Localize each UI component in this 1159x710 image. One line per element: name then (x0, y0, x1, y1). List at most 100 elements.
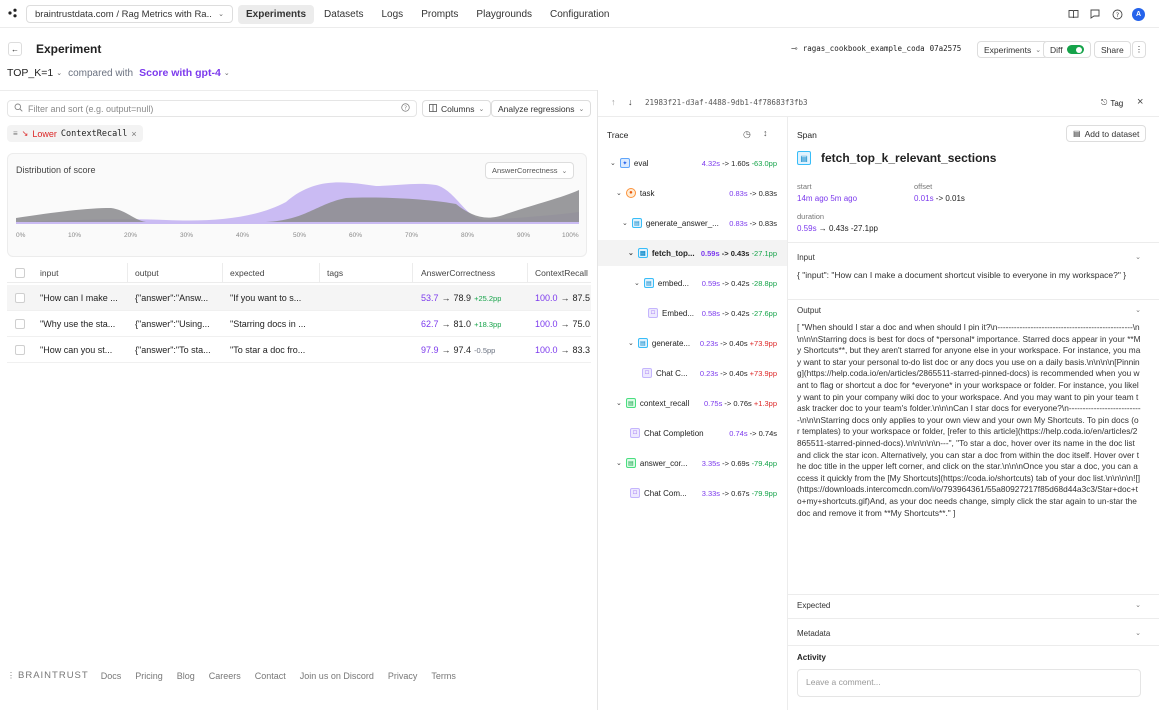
metric-select[interactable]: AnswerCorrectness ⌄ (485, 162, 575, 179)
tick-label: 50% (293, 232, 307, 239)
comment-input[interactable]: Leave a comment... (797, 669, 1141, 697)
trace-node-task[interactable]: ⌄ ● task (616, 188, 655, 198)
filter-input[interactable]: Filter and sort (e.g. output=null) ? (7, 100, 417, 117)
diff-toggle[interactable]: Diff (1043, 41, 1091, 58)
trace-node-chat-completion[interactable]: □ Chat Completion (598, 420, 787, 446)
expand-collapse-icon[interactable]: ↕ (763, 128, 768, 138)
table-row[interactable]: "Why use the sta... {"answer":"Using... … (7, 311, 591, 337)
help-icon[interactable]: ? (401, 103, 410, 114)
braintrust-brand[interactable]: ⋮ BRAINTRUST (7, 670, 89, 681)
footer-link-terms[interactable]: Terms (431, 670, 456, 681)
base-experiment[interactable]: ⊸ ragas_cookbook_example_coda 07a2575 (791, 44, 962, 53)
experiments-dropdown[interactable]: Experiments ⌄ (977, 41, 1049, 58)
footer-link-contact[interactable]: Contact (254, 670, 286, 681)
tab-datasets[interactable]: Datasets (324, 9, 364, 20)
trace-node-duration: 3.33s -> 0.67s -79.9pp (701, 489, 777, 498)
chevron-down-icon: ⌄ (56, 70, 63, 77)
row-checkbox[interactable] (15, 345, 25, 355)
trace-node-generate[interactable]: ⌄ ▤ generate... (628, 338, 691, 348)
cell-context-recall: 100.0 → 83.3 (535, 345, 591, 355)
tag-button[interactable]: ⎋ Tag (1101, 98, 1124, 108)
active-filter-tag[interactable]: ≡ ↘ Lower ContextRecall × (7, 125, 143, 142)
table-row[interactable]: "How can you st... {"answer":"To sta... … (7, 337, 591, 363)
column-header-context-recall[interactable]: ContextRecall (535, 268, 588, 278)
base-distribution-area (16, 190, 579, 222)
experiment-selector[interactable]: TOP_K=1 ⌄ (7, 67, 63, 79)
chevron-down-icon: ⌄ (1135, 307, 1141, 314)
cell-answer-correctness: 53.7 → 78.9 +25.2pp (421, 293, 502, 303)
cell-expected: "If you want to s... (230, 293, 302, 303)
chevron-down-icon: ⌄ (218, 11, 224, 18)
footer-link-blog[interactable]: Blog (176, 670, 195, 681)
footer-link-privacy[interactable]: Privacy (387, 670, 418, 681)
back-button[interactable]: ← (8, 42, 22, 56)
metadata-section-header[interactable]: Metadata ⌄ (797, 629, 1141, 638)
chevron-down-icon: ⌄ (1135, 254, 1141, 261)
close-icon[interactable]: × (1137, 96, 1144, 108)
tab-logs[interactable]: Logs (381, 9, 404, 20)
function-icon: ▤ (637, 338, 648, 348)
column-header-input[interactable]: input (40, 268, 59, 278)
duration-value: 0.59s → 0.43s -27.1pp (797, 224, 878, 233)
dataset-icon: ▤ (1073, 129, 1081, 138)
toggle-switch-icon (1066, 45, 1084, 54)
trace-node-duration: 0.75s -> 0.76s +1.3pp (703, 399, 777, 408)
clock-icon[interactable]: ◷ (743, 129, 751, 139)
row-checkbox[interactable] (15, 319, 25, 329)
project-breadcrumb[interactable]: braintrustdata.com / Rag Metrics with Ra… (26, 5, 233, 23)
tick-label: 40% (236, 232, 250, 239)
tick-label: 30% (180, 232, 194, 239)
tab-playgrounds[interactable]: Playgrounds (476, 9, 533, 20)
trace-id: 21983f21-d3af-4488-9db1-4f78683f3fb3 (645, 98, 808, 107)
column-header-output[interactable]: output (135, 268, 159, 278)
tick-label: 0% (16, 232, 26, 239)
arrow-up-icon[interactable]: ↑ (611, 97, 616, 107)
table-row[interactable]: "How can I make ... {"answer":"Answ... "… (7, 285, 591, 311)
tab-experiments[interactable]: Experiments (238, 5, 315, 24)
task-icon: ● (625, 188, 636, 198)
tab-prompts[interactable]: Prompts (421, 9, 459, 20)
trace-node-embed[interactable]: ⌄ ▤ embed... (634, 278, 690, 288)
close-icon[interactable]: × (131, 128, 137, 139)
column-header-expected[interactable]: expected (230, 268, 265, 278)
trace-node-fetch-top-k[interactable]: ⌄ ▤ fetch_top... (598, 240, 787, 266)
cell-answer-correctness: 62.7 → 81.0 +18.3pp (421, 319, 502, 329)
trace-node-chat-completion[interactable]: □ Chat C... (598, 360, 787, 386)
footer-link-pricing[interactable]: Pricing (135, 670, 163, 681)
column-header-answer-correctness[interactable]: AnswerCorrectness (421, 268, 496, 278)
share-button[interactable]: Share (1094, 41, 1131, 58)
column-header-tags[interactable]: tags (327, 268, 344, 278)
trace-node-eval[interactable]: ⌄ ✦ eval (610, 158, 649, 168)
trace-node-generate-answer[interactable]: ⌄ ▤ generate_answer_... (622, 218, 719, 228)
feedback-chat-icon[interactable] (1088, 7, 1102, 21)
footer-link-docs[interactable]: Docs (100, 670, 122, 681)
add-to-dataset-button[interactable]: ▤ Add to dataset (1066, 125, 1147, 142)
commit-icon: ⊸ (791, 44, 798, 53)
trace-node-chat-completion[interactable]: □ Chat Com... (598, 480, 787, 506)
docs-book-icon[interactable] (1066, 7, 1080, 21)
function-icon: ▤ (797, 151, 811, 165)
input-value: { "input": "How can I make a document sh… (797, 270, 1127, 280)
trace-node-answer-correctness[interactable]: ⌄ ▤ answer_cor... (616, 458, 688, 468)
columns-button[interactable]: Columns ⌄ (422, 100, 492, 117)
analyze-regressions-button[interactable]: Analyze regressions ⌄ (491, 100, 592, 117)
help-icon[interactable]: ? (1110, 7, 1124, 21)
cell-output: {"answer":"Using... (135, 319, 210, 329)
select-all-checkbox[interactable] (15, 268, 25, 278)
input-section-header[interactable]: Input ⌄ (797, 253, 1141, 262)
tab-configuration[interactable]: Configuration (550, 9, 610, 20)
comparison-selector[interactable]: Score with gpt-4 ⌄ (139, 67, 230, 79)
arrow-down-icon[interactable]: ↓ (628, 97, 633, 107)
output-section-header[interactable]: Output ⌄ (797, 306, 1141, 315)
tick-label: 100% (562, 232, 579, 239)
avatar[interactable]: A (1132, 7, 1145, 21)
more-options-icon[interactable]: ⋮ (1132, 41, 1146, 58)
footer-link-careers[interactable]: Careers (208, 670, 241, 681)
expected-section-header[interactable]: Expected ⌄ (797, 601, 1141, 610)
offset-value: 0.01s -> 0.01s (914, 194, 965, 203)
row-checkbox[interactable] (15, 293, 25, 303)
trace-node-context-recall[interactable]: ⌄ ▤ context_recall (616, 398, 690, 408)
footer-link-discord[interactable]: Join us on Discord (299, 670, 374, 681)
braintrust-logo-icon[interactable] (8, 8, 18, 18)
trace-node-embedding[interactable]: □ Embed... (598, 300, 787, 326)
